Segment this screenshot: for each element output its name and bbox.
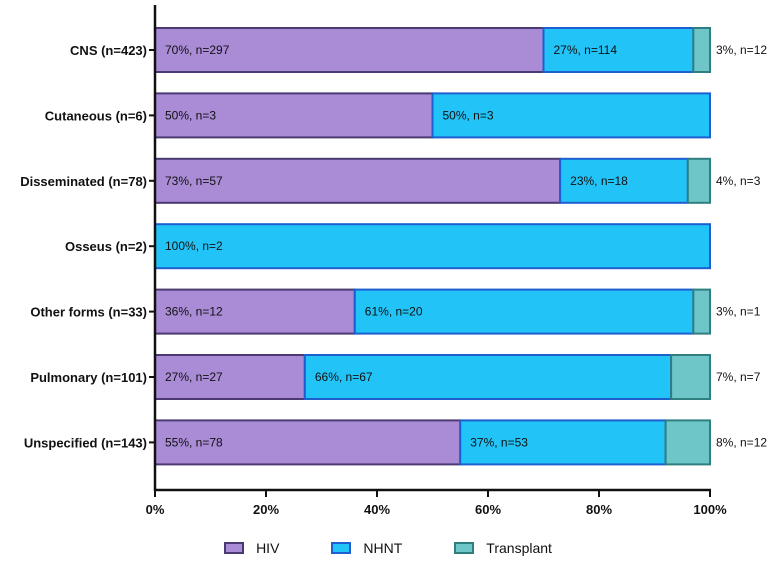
data-label: 37%, n=53 bbox=[470, 435, 528, 449]
data-label: 50%, n=3 bbox=[165, 108, 216, 122]
x-tick-label: 0% bbox=[146, 502, 165, 517]
bar-hiv bbox=[154, 288, 356, 335]
category-label: Osseus (n=2) bbox=[65, 239, 147, 254]
bar-hiv bbox=[154, 354, 306, 400]
data-label: 100%, n=2 bbox=[165, 239, 223, 253]
data-label: 8%, n=12 bbox=[716, 435, 767, 449]
data-label: 7%, n=7 bbox=[716, 370, 761, 384]
bar-nhnt bbox=[431, 92, 711, 139]
bar-transplant bbox=[664, 419, 711, 466]
data-label: 23%, n=18 bbox=[570, 174, 628, 188]
data-label: 3%, n=1 bbox=[716, 305, 761, 319]
category-label: Other forms (n=33) bbox=[30, 305, 147, 320]
x-tick-label: 80% bbox=[586, 502, 612, 517]
legend-swatch-nhnt bbox=[331, 542, 352, 554]
data-label: 61%, n=20 bbox=[365, 305, 423, 319]
data-label: 73%, n=57 bbox=[165, 174, 223, 188]
data-label: 27%, n=27 bbox=[165, 370, 223, 384]
bar-nhnt bbox=[542, 27, 695, 73]
category-label: Pulmonary (n=101) bbox=[30, 370, 147, 385]
x-tick-label: 60% bbox=[475, 502, 501, 517]
legend-label-hiv: HIV bbox=[256, 540, 280, 556]
legend-item-nhnt: NHNT bbox=[331, 540, 402, 556]
legend: HIV NHNT Transplant bbox=[0, 536, 776, 560]
bar-transplant bbox=[692, 288, 711, 335]
bar-transplant bbox=[692, 27, 711, 73]
category-label: Unspecified (n=143) bbox=[24, 435, 147, 450]
data-label: 50%, n=3 bbox=[443, 108, 494, 122]
stacked-bar-chart: CNS (n=423) 70%, n=297 27%, n=114 3%, n=12 C… bbox=[20, 5, 767, 517]
x-tick-label: 40% bbox=[364, 502, 390, 517]
category-label: Cutaneous (n=6) bbox=[45, 108, 147, 123]
data-label: 55%, n=78 bbox=[165, 435, 223, 449]
category-label: CNS (n=423) bbox=[70, 43, 147, 58]
data-label: 66%, n=67 bbox=[315, 370, 373, 384]
x-tick-label: 100% bbox=[693, 502, 727, 517]
bar-transplant bbox=[670, 354, 712, 400]
x-tick-label: 20% bbox=[253, 502, 279, 517]
data-label: 3%, n=12 bbox=[716, 43, 767, 57]
bar-nhnt bbox=[154, 223, 711, 270]
bar-hiv bbox=[154, 419, 462, 466]
legend-swatch-transplant bbox=[454, 542, 475, 554]
legend-swatch-hiv bbox=[224, 542, 245, 554]
data-label: 70%, n=297 bbox=[165, 43, 230, 57]
category-label: Disseminated (n=78) bbox=[20, 174, 147, 189]
legend-item-hiv: HIV bbox=[224, 540, 279, 556]
legend-label-nhnt: NHNT bbox=[363, 540, 403, 556]
data-label: 4%, n=3 bbox=[716, 174, 761, 188]
bar-nhnt bbox=[303, 354, 673, 400]
bar-hiv bbox=[154, 157, 562, 204]
bar-nhnt bbox=[559, 157, 689, 204]
legend-item-transplant: Transplant bbox=[454, 540, 552, 556]
data-label: 27%, n=114 bbox=[554, 43, 618, 57]
data-label: 36%, n=12 bbox=[165, 305, 223, 319]
bar-transplant bbox=[686, 157, 711, 204]
legend-label-transplant: Transplant bbox=[486, 540, 552, 556]
